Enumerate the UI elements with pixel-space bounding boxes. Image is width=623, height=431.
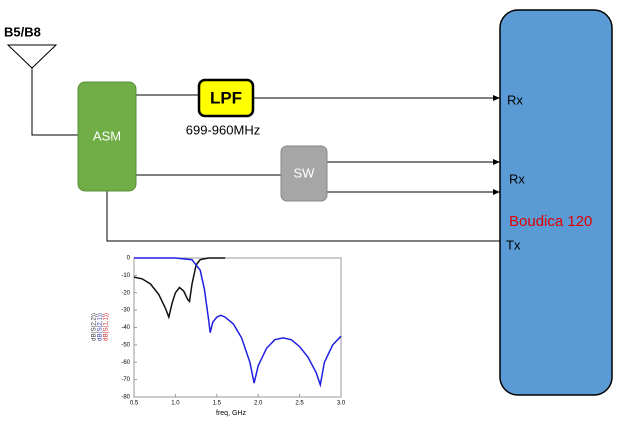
y-axis-label: dB(S(2,2)): [92, 313, 98, 341]
x-tick-label: 0.5: [130, 401, 139, 407]
asm-label: ASM: [93, 128, 121, 143]
antenna: [6, 44, 58, 69]
port-label: Rx: [507, 92, 523, 107]
wire: [31, 68, 78, 136]
curve: [134, 257, 342, 388]
x-axis-label: freq, GHz: [216, 410, 246, 417]
wire: [106, 191, 500, 242]
y-tick-label: -30: [121, 308, 130, 314]
x-tick-label: 1.5: [213, 401, 222, 407]
lpf-block: [197, 78, 255, 118]
y-tick-label: -60: [121, 360, 130, 366]
y-axis-label: dB(S(2,1)): [98, 313, 104, 341]
transceiver-label: Boudica 120: [509, 213, 592, 230]
y-tick-label: -80: [121, 395, 130, 401]
y-axis-label: dB(S(1,1)): [104, 313, 110, 341]
y-tick-label: -50: [121, 342, 130, 348]
y-tick-label: -20: [121, 290, 130, 296]
port-label: Tx: [506, 237, 521, 252]
plot: freq, GHz 0.5 1.0 1.5 2.0 2.5 3.0 0 -10 -20 -30 -4…: [92, 256, 346, 417]
x-tick-label: 2.5: [295, 401, 304, 407]
x-tick-label: 2.0: [254, 401, 263, 407]
transceiver-block: [499, 9, 613, 396]
x-tick-label: 3.0: [337, 401, 346, 407]
lpf-label: LPF: [210, 88, 242, 107]
plot-frame: [133, 257, 342, 398]
y-tick-label: -40: [121, 325, 130, 331]
y-tick-label: -10: [121, 273, 130, 279]
asm-block: [77, 81, 137, 192]
x-tick-label: 1.0: [171, 401, 180, 407]
y-tick-label: -70: [121, 377, 130, 383]
port-label: Rx: [509, 171, 525, 186]
y-tick-label: 0: [127, 256, 131, 262]
sw-label: SW: [294, 165, 316, 180]
antenna-label: B5/B8: [4, 24, 41, 39]
lpf-note: 699-960MHz: [186, 122, 260, 137]
curve: [133, 257, 226, 320]
sw-block: [280, 145, 328, 202]
